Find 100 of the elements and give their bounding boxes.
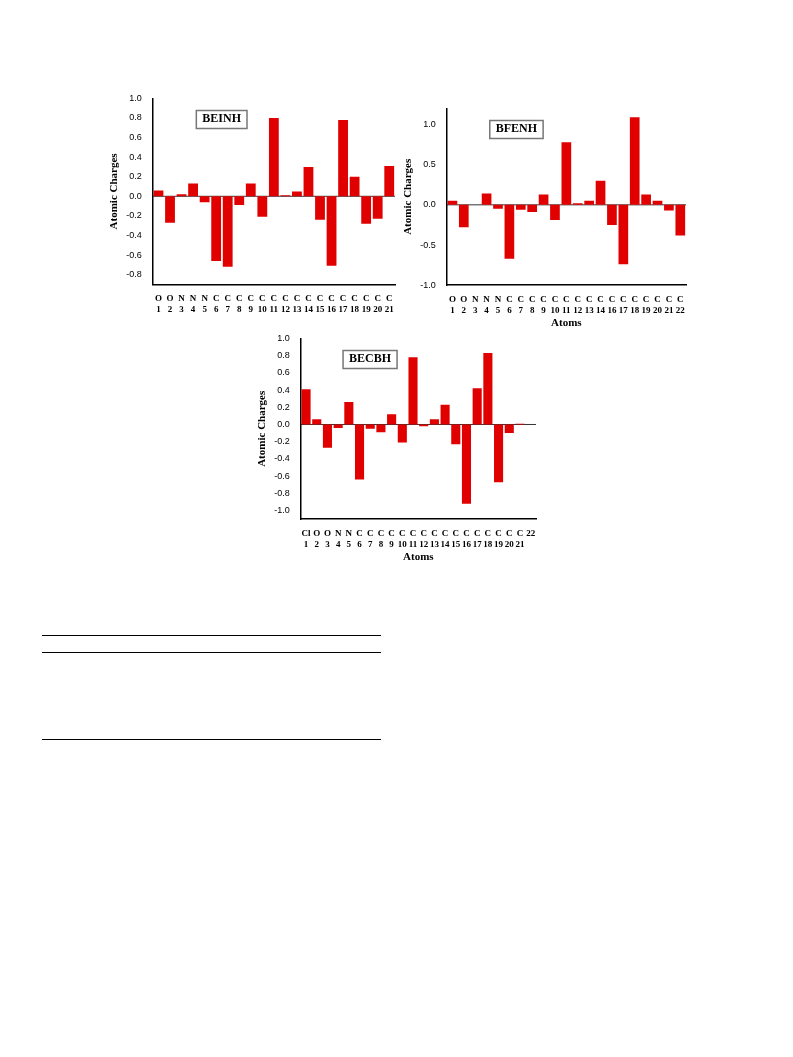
bar <box>372 196 383 219</box>
x-tick-label: C 15 <box>451 527 461 549</box>
x-tick-label: N 4 <box>483 293 491 315</box>
y-tick-label: -0.2 <box>274 436 290 447</box>
text: BEINH <box>202 111 242 126</box>
x-tick-label: Cl 1 <box>301 527 312 549</box>
x-tick-label: C 20 <box>504 527 515 549</box>
x-tick-label: N 4 <box>334 527 342 549</box>
bar <box>461 424 472 504</box>
x-tick-label: C 14 <box>596 293 606 315</box>
x-tick-label: C 19 <box>494 527 504 549</box>
x-tick-label: O 2 <box>166 293 174 314</box>
x-tick-label: C 17 <box>618 293 629 315</box>
x-tick-label: C 12 <box>280 293 291 314</box>
bar <box>451 424 461 445</box>
bar <box>550 204 560 221</box>
x-tick-label: C 20 <box>373 293 383 314</box>
x-tick-label: C 9 <box>540 293 547 315</box>
x-tick-label: C 16 <box>327 293 337 314</box>
x-tick-label: C 12 <box>419 527 429 549</box>
x-tick-label: C 17 <box>472 527 483 549</box>
y-tick-label: 0.8 <box>277 350 290 361</box>
y-tick-label: 0.5 <box>423 159 436 170</box>
bar <box>292 191 302 197</box>
x-tick-label: C 15 <box>315 293 325 314</box>
x-tick-label: N 3 <box>471 293 479 315</box>
bar <box>493 204 503 209</box>
bar <box>245 183 256 197</box>
y-tick-label: 0.2 <box>277 401 290 412</box>
x-tick-label: C 9 <box>388 527 395 549</box>
bar <box>165 196 175 223</box>
x-tick-label: C 11 <box>269 293 279 314</box>
bar <box>344 402 354 425</box>
y-tick-label: -0.6 <box>126 249 142 260</box>
y-tick-label: -1.0 <box>420 279 436 290</box>
y-tick-label: 0.6 <box>129 132 142 143</box>
x-tick-label: O 2 <box>313 527 321 549</box>
bar <box>447 200 458 205</box>
y-axis-title: Atomic Charges <box>401 158 414 235</box>
x-tick-label: C 6 <box>506 293 513 315</box>
y-tick-label: -0.8 <box>274 487 290 498</box>
x-tick-label: C 22 <box>675 293 686 315</box>
text: BFENH <box>495 121 538 136</box>
x-tick-label: C 14 <box>303 293 314 314</box>
x-tick-label: C 10 <box>257 293 268 314</box>
bar <box>338 119 348 197</box>
y-tick-label: 1.0 <box>423 118 436 129</box>
y-tick-label: -0.2 <box>126 210 142 221</box>
x-tick-label: C 7 <box>224 293 231 314</box>
x-axis-title: Atoms <box>403 550 435 563</box>
x-tick-label: C 16 <box>607 293 617 315</box>
y-tick-label: 0.2 <box>129 171 142 182</box>
y-axis-title: Atomic Charges <box>255 390 268 467</box>
y-tick-label: 0.0 <box>277 418 290 429</box>
x-tick-label: O 1 <box>154 293 162 314</box>
x-tick-label: C 13 <box>584 293 595 315</box>
bar <box>458 204 469 228</box>
x-tick-label: O 3 <box>323 527 331 549</box>
x-tick-label: C 19 <box>641 293 652 315</box>
y-tick-label: 0.4 <box>277 384 290 395</box>
bar <box>322 424 332 448</box>
x-tick-label: C 7 <box>517 293 525 315</box>
bar <box>538 194 549 205</box>
bar <box>354 424 365 480</box>
y-tick-label: -0.6 <box>274 470 290 481</box>
x-axis-title: Atoms <box>551 316 583 329</box>
bar <box>504 424 514 434</box>
x-tick-label: C 8 <box>528 293 536 315</box>
bar <box>303 166 314 197</box>
bar <box>494 424 504 483</box>
y-tick-label: 0.6 <box>277 367 290 378</box>
x-tick-label: N 5 <box>494 293 502 315</box>
x-tick-label: C 17 <box>338 293 349 314</box>
bar <box>561 142 572 205</box>
x-tick-label: C 7 <box>366 527 374 549</box>
bar <box>387 414 397 425</box>
bar <box>315 196 325 220</box>
y-tick-label: -0.8 <box>126 269 142 280</box>
y-axis-title: Atomic Charges <box>107 152 120 230</box>
y-tick-label: -0.4 <box>274 453 290 464</box>
x-tick-label: C 16 <box>461 527 472 549</box>
bar <box>361 196 372 224</box>
x-tick-label: C 12 <box>573 293 583 315</box>
x-tick-label: C 11 <box>408 527 418 549</box>
x-tick-label: C 21 <box>384 293 395 314</box>
x-tick-label: C 6 <box>212 293 220 314</box>
x-tick-label: C 6 <box>356 527 363 549</box>
bar <box>188 183 198 197</box>
x-tick-label: C 9 <box>247 293 255 314</box>
x-tick-label: C 18 <box>630 293 640 315</box>
y-tick-label: 0.8 <box>129 112 142 123</box>
bar <box>257 196 268 217</box>
x-tick-label: N 5 <box>345 527 353 549</box>
bar <box>397 424 407 443</box>
x-tick-label: C 10 <box>397 527 408 549</box>
x-tick-label: C 19 <box>361 293 372 314</box>
bar <box>384 165 395 197</box>
y-tick-label: 0.0 <box>423 199 436 210</box>
x-tick-label: C 18 <box>483 527 493 549</box>
x-tick-label: C 11 <box>562 293 572 315</box>
